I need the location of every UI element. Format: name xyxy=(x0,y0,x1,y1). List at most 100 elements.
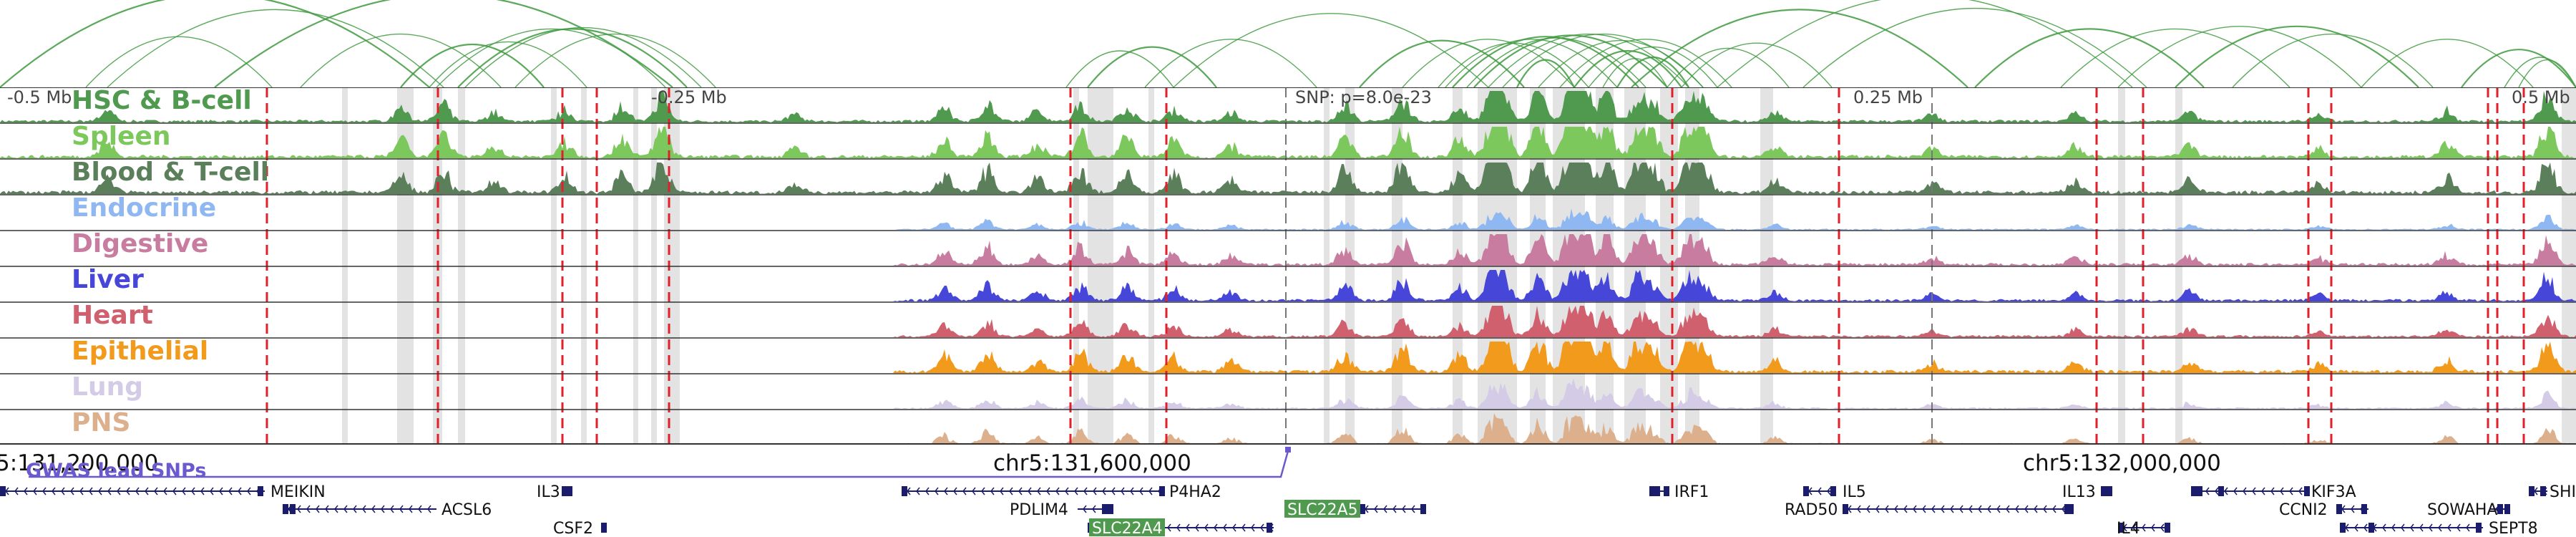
strand-arrow xyxy=(145,487,149,495)
strand-arrow xyxy=(200,487,205,495)
strand-arrow xyxy=(1894,505,1898,513)
strand-arrow xyxy=(117,487,121,495)
strand-arrow xyxy=(1102,487,1106,495)
strand-arrow xyxy=(2438,523,2442,532)
loop-arc xyxy=(1802,8,2147,87)
strand-arrow xyxy=(981,487,985,495)
gene-exon xyxy=(2368,523,2374,533)
loop-arc xyxy=(429,41,587,87)
strand-arrow xyxy=(1092,505,1096,513)
strand-arrow xyxy=(1866,505,1870,513)
strand-arrow xyxy=(2151,523,2155,532)
strand-arrow xyxy=(1818,487,1822,495)
strand-arrow xyxy=(42,487,47,495)
signal-tracks-panel: HSC & B-cell Spleen Blood & T-cell Endoc… xyxy=(0,87,2576,444)
strand-arrow xyxy=(2289,487,2293,495)
signal-area xyxy=(0,342,2576,373)
signal-area xyxy=(0,91,2576,122)
strand-arrow xyxy=(362,505,366,513)
strand-arrow xyxy=(98,487,102,495)
gene-labels: MEIKIN ACSL6 IL3 CSF2 P4HA2 PDLIM4 SLC22… xyxy=(270,483,2576,537)
strand-arrow xyxy=(916,487,920,495)
gene-exon xyxy=(1654,486,1660,496)
strand-arrow xyxy=(371,505,376,513)
strand-arrow xyxy=(2015,505,2019,513)
strand-arrow xyxy=(962,487,967,495)
strand-arrow xyxy=(1111,487,1116,495)
strand-arrow xyxy=(316,505,320,513)
gene-exon xyxy=(2218,486,2224,496)
strand-arrow xyxy=(2043,505,2047,513)
strand-arrow xyxy=(1903,505,1908,513)
strand-arrow xyxy=(2142,523,2146,532)
strand-arrow xyxy=(1232,523,1236,532)
track-label-hsc-b-cell: HSC & B-cell xyxy=(72,87,252,115)
strand-arrow xyxy=(228,487,233,495)
strand-arrow xyxy=(154,487,158,495)
loop-arc xyxy=(214,0,673,87)
strand-arrow xyxy=(2419,523,2424,532)
gene-exon xyxy=(1267,523,1272,533)
loop-arc xyxy=(1502,33,1704,87)
loop-arc xyxy=(2361,39,2534,87)
track-label-lung: Lung xyxy=(72,372,143,402)
strand-arrow xyxy=(1950,505,1954,513)
strand-arrow xyxy=(2270,487,2275,495)
track-label-endocrine: Endocrine xyxy=(72,193,216,223)
gene-label-il3: IL3 xyxy=(537,483,560,501)
strand-arrow xyxy=(2391,523,2396,532)
loop-arc xyxy=(2461,49,2576,87)
loop-arc xyxy=(1588,46,1718,87)
strand-arrow xyxy=(399,505,404,513)
strand-arrow xyxy=(390,505,394,513)
strand-arrow xyxy=(1392,505,1397,513)
loop-arc xyxy=(1717,0,2133,87)
loop-arc xyxy=(1452,36,1639,87)
scale-labels: -0.5 Mb -0.25 Mb SNP: p=8.0e-23 0.25 Mb … xyxy=(7,87,2570,107)
strand-arrow xyxy=(409,505,413,513)
gene-exon xyxy=(2064,504,2070,514)
strand-arrow xyxy=(1083,505,1087,513)
gene-exon xyxy=(283,504,288,514)
loop-arc xyxy=(1667,47,1790,87)
strand-arrow xyxy=(1093,487,1097,495)
scale-label-plus-025mb: 0.25 Mb xyxy=(1853,87,1923,107)
strand-arrow xyxy=(1959,505,1963,513)
strand-arrow xyxy=(944,487,948,495)
gene-exon xyxy=(1360,504,1365,514)
loop-arc xyxy=(1681,42,1833,87)
strand-arrow xyxy=(1383,505,1387,513)
strand-arrow xyxy=(1214,523,1218,532)
gwas-lead-snps-label: GWAS lead SNPs xyxy=(26,460,206,482)
track-labels: HSC & B-cell Spleen Blood & T-cell Endoc… xyxy=(72,87,269,437)
snp-pvalue-label: SNP: p=8.0e-23 xyxy=(1295,87,1432,107)
strand-arrow xyxy=(2024,505,2029,513)
gene-label-rad50: RAD50 xyxy=(1785,501,1838,519)
gene-exon xyxy=(1108,504,1113,514)
coord-label-132000000: chr5:132,000,000 xyxy=(2023,450,2221,476)
gene-label-csf2: CSF2 xyxy=(553,520,593,537)
loop-arc xyxy=(2518,59,2576,87)
gene-exon xyxy=(1803,486,1809,496)
highlight-band xyxy=(651,87,657,444)
strand-arrow xyxy=(2382,523,2386,532)
gene-highlight-bg-slc22a4 xyxy=(1089,518,1165,536)
track-label-epithelial: Epithelial xyxy=(72,337,208,366)
strand-arrow xyxy=(2354,523,2358,532)
gene-exon xyxy=(1664,486,1669,496)
loop-arc xyxy=(2232,33,2434,87)
strand-arrow xyxy=(990,487,995,495)
gene-exon xyxy=(2497,504,2503,514)
loop-arc xyxy=(107,9,444,87)
loop-arc xyxy=(2060,28,2290,87)
strand-arrow xyxy=(1885,505,1889,513)
loop-arc xyxy=(1559,39,1732,87)
gene-label-sowaha: SOWAHA xyxy=(2427,501,2497,519)
gene-exon xyxy=(2476,523,2482,533)
strand-arrow xyxy=(325,505,329,513)
strand-arrow xyxy=(1000,487,1004,495)
strand-arrow xyxy=(1931,505,1936,513)
gene-exon xyxy=(2340,523,2346,533)
signal-area xyxy=(0,378,2576,409)
loop-arc xyxy=(464,27,702,87)
